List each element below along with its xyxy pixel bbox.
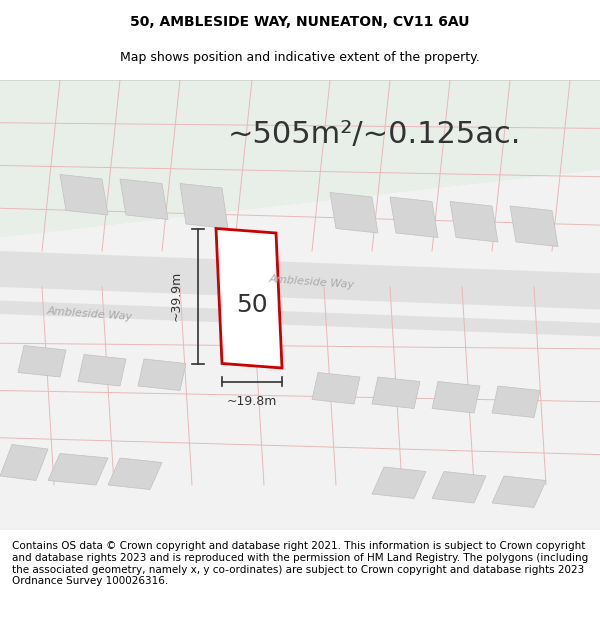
Polygon shape — [432, 381, 480, 413]
Text: ~39.9m: ~39.9m — [170, 271, 183, 321]
Polygon shape — [0, 444, 48, 481]
Polygon shape — [0, 80, 600, 238]
Polygon shape — [492, 386, 540, 418]
Text: Contains OS data © Crown copyright and database right 2021. This information is : Contains OS data © Crown copyright and d… — [12, 541, 588, 586]
Polygon shape — [0, 301, 600, 336]
Polygon shape — [432, 471, 486, 503]
Text: Ambleside Way: Ambleside Way — [47, 306, 133, 322]
Text: ~19.8m: ~19.8m — [227, 395, 277, 408]
Text: Ambleside Way: Ambleside Way — [269, 274, 355, 291]
Polygon shape — [108, 458, 162, 489]
Text: 50: 50 — [236, 293, 268, 317]
Polygon shape — [0, 170, 600, 530]
Polygon shape — [138, 359, 186, 391]
Polygon shape — [510, 206, 558, 246]
Polygon shape — [18, 346, 66, 377]
Polygon shape — [180, 184, 228, 229]
Text: Map shows position and indicative extent of the property.: Map shows position and indicative extent… — [120, 51, 480, 64]
Polygon shape — [216, 229, 282, 368]
Polygon shape — [48, 454, 108, 485]
Polygon shape — [372, 377, 420, 409]
Polygon shape — [330, 192, 378, 233]
Polygon shape — [450, 201, 498, 242]
Text: 50, AMBLESIDE WAY, NUNEATON, CV11 6AU: 50, AMBLESIDE WAY, NUNEATON, CV11 6AU — [130, 16, 470, 29]
Polygon shape — [120, 179, 168, 219]
Polygon shape — [390, 197, 438, 238]
Polygon shape — [372, 467, 426, 499]
Polygon shape — [60, 174, 108, 215]
Polygon shape — [0, 251, 600, 309]
Text: ~505m²/~0.125ac.: ~505m²/~0.125ac. — [228, 119, 521, 149]
Polygon shape — [492, 476, 546, 508]
Polygon shape — [312, 372, 360, 404]
Polygon shape — [78, 354, 126, 386]
